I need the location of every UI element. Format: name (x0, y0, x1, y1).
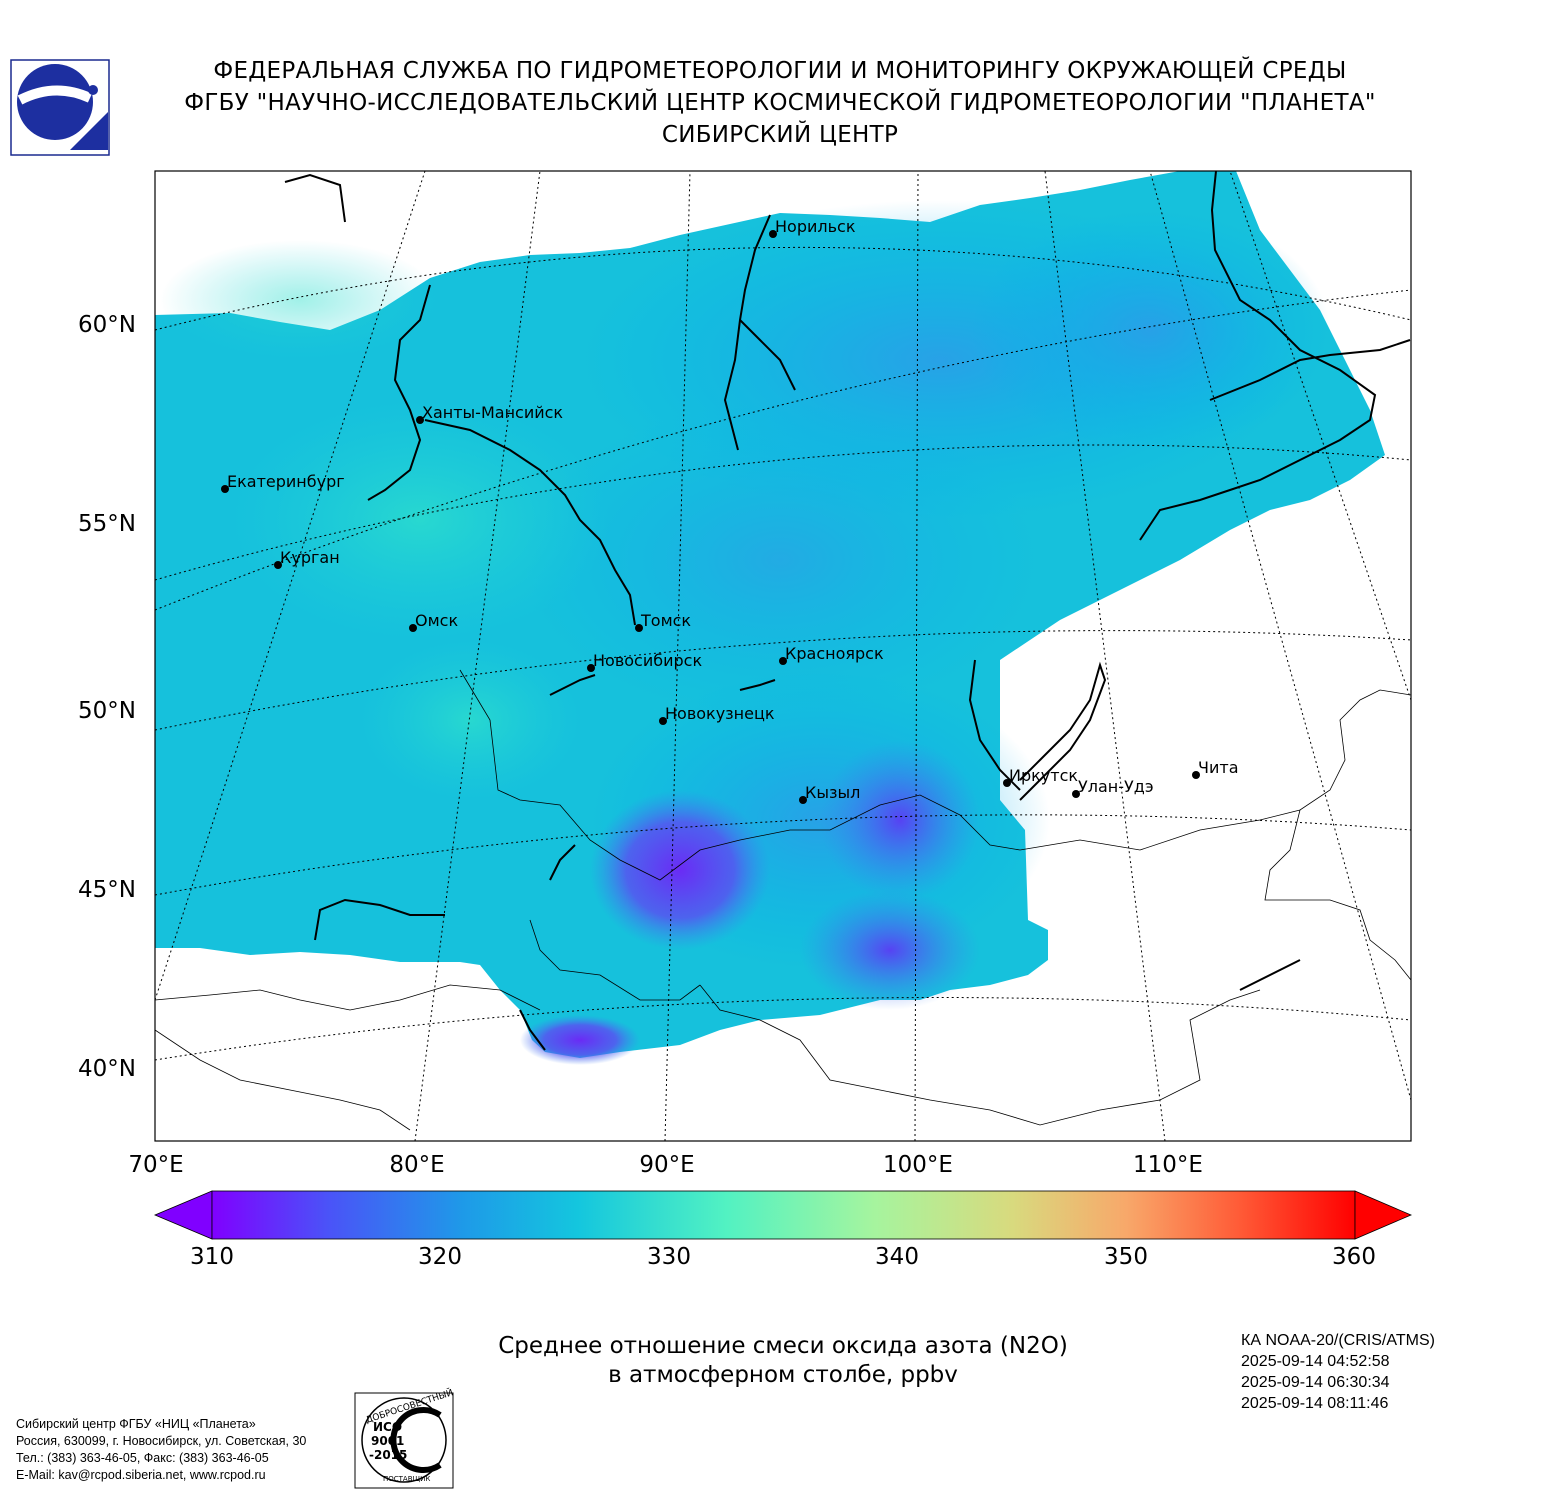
city-marker (416, 416, 424, 424)
figure-caption-line-2: в атмосферном столбе, ppbv (608, 1362, 958, 1388)
lon-label-70: 70°E (128, 1152, 184, 1178)
footer-phone: Тел.: (383) 363-46-05, Факс: (383) 363-4… (16, 1451, 269, 1465)
city-marker (274, 561, 282, 569)
satellite-time-2: 2025-09-14 06:30:34 (1241, 1374, 1390, 1391)
city-label: Иркутск (1009, 766, 1078, 785)
city-marker (221, 485, 229, 493)
city-label: Омск (415, 611, 458, 630)
iso-badge-bottom-text: ПОСТАВЩИК (383, 1475, 431, 1483)
colorbar-max-extend (1354, 1190, 1413, 1240)
city-label: Улан-Удэ (1078, 777, 1154, 796)
city-label: Новосибирск (593, 651, 702, 670)
iso-badge-text-3: -2015 (369, 1448, 408, 1462)
figure-caption-line-1: Среднее отношение смеси оксида азота (N2… (498, 1333, 1068, 1359)
city-label: Ханты-Мансийск (422, 403, 563, 422)
city-marker (799, 796, 807, 804)
city-label: Томск (640, 611, 691, 630)
colorbar-tick-350: 350 (1104, 1244, 1148, 1270)
satellite-time-3: 2025-09-14 08:11:46 (1241, 1395, 1389, 1412)
city-marker (1192, 771, 1200, 779)
footer-address: Россия, 630099, г. Новосибирск, ул. Сове… (16, 1434, 307, 1448)
colorbar-gradient (211, 1190, 1356, 1240)
satellite-name: КА NOAA-20/(CRIS/ATMS) (1241, 1332, 1435, 1349)
planeta-logo (10, 59, 110, 156)
satellite-time-1: 2025-09-14 04:52:58 (1241, 1353, 1390, 1370)
graticule (155, 171, 1411, 1141)
colorbar (153, 1190, 1413, 1240)
header-title-line-2: ФГБУ "НАУЧНО-ИССЛЕДОВАТЕЛЬСКИЙ ЦЕНТР КОС… (184, 90, 1376, 116)
footer-email: E-Mail: kav@rcpod.siberia.net, www.rcpod… (16, 1468, 266, 1482)
city-label: Норильск (775, 217, 856, 236)
city-label: Красноярск (785, 644, 884, 663)
lat-label-55: 55°N (78, 511, 136, 537)
city-label: Новокузнецк (665, 704, 775, 723)
city-label: Кызыл (805, 783, 860, 802)
colorbar-tick-340: 340 (875, 1244, 919, 1270)
lat-label-60: 60°N (78, 312, 136, 338)
colorbar-tick-360: 360 (1332, 1244, 1376, 1270)
city-markers: Норильск Ханты-Мансийск Екатеринбург Курган… (221, 217, 1239, 804)
city-marker (1003, 779, 1011, 787)
map-plot-area: Норильск Ханты-Мансийск Екатеринбург Курган… (155, 171, 1411, 1141)
city-marker (1072, 790, 1080, 798)
colorbar-min-extend (153, 1190, 213, 1240)
lat-label-40: 40°N (78, 1056, 136, 1082)
city-marker (779, 657, 787, 665)
lon-label-80: 80°E (389, 1152, 445, 1178)
lat-label-50: 50°N (78, 698, 136, 724)
colorbar-tick-320: 320 (418, 1244, 462, 1270)
city-marker (635, 624, 643, 632)
colorbar-tick-330: 330 (647, 1244, 691, 1270)
city-marker (659, 717, 667, 725)
coastlines-and-borders (284, 171, 1411, 1051)
iso-9001-badge (354, 1392, 454, 1489)
city-marker (587, 664, 595, 672)
admin-borders (155, 669, 1411, 1131)
lon-label-100: 100°E (883, 1152, 953, 1178)
colorbar-tick-310: 310 (190, 1244, 234, 1270)
city-label: Екатеринбург (227, 472, 345, 491)
map-frame (154, 170, 1412, 1142)
iso-badge-text-1: ИСО (373, 1420, 403, 1434)
header-title-line-1: ФЕДЕРАЛЬНАЯ СЛУЖБА ПО ГИДРОМЕТЕОРОЛОГИИ … (213, 58, 1347, 84)
iso-badge-text-2: 9001 (371, 1434, 405, 1448)
city-marker (769, 230, 777, 238)
footer-org: Сибирский центр ФГБУ «НИЦ «Планета» (16, 1417, 256, 1431)
city-label: Чита (1198, 758, 1239, 777)
city-marker (409, 624, 417, 632)
lon-label-110: 110°E (1133, 1152, 1203, 1178)
lat-label-45: 45°N (78, 877, 136, 903)
header-title-line-3: СИБИРСКИЙ ЦЕНТР (661, 122, 899, 148)
lon-label-90: 90°E (639, 1152, 695, 1178)
city-label: Курган (280, 548, 340, 567)
